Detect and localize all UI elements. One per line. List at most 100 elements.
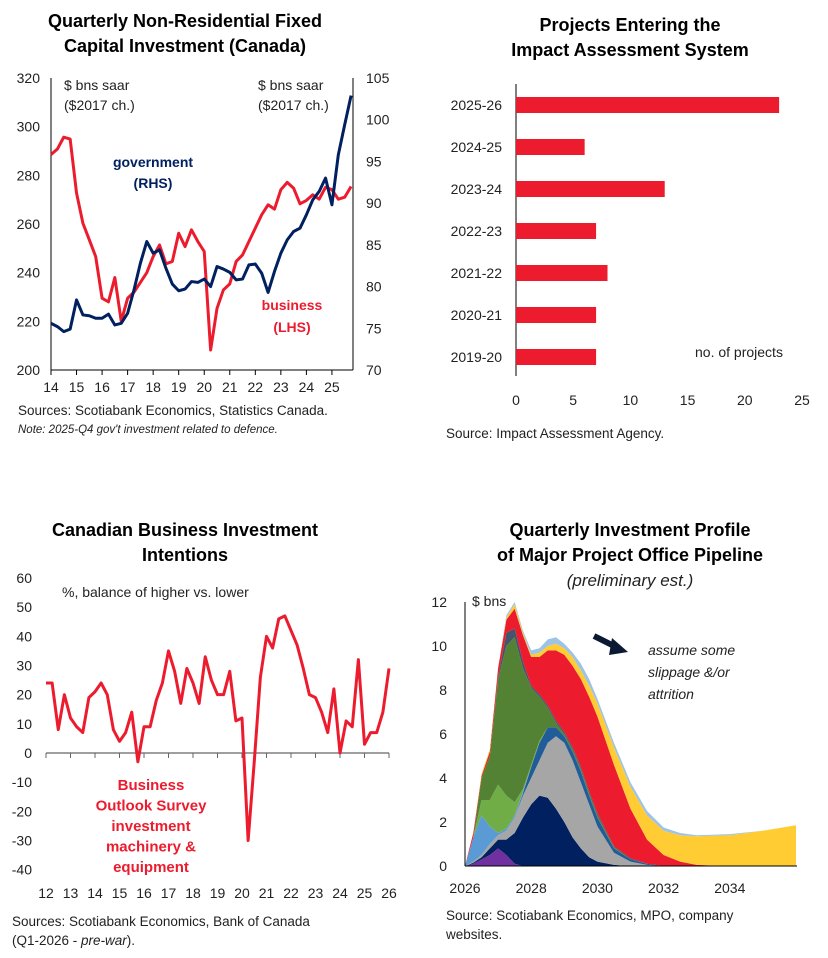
chart4-x-tick-label: 2026: [449, 880, 480, 896]
chart1-x-tick-label: 19: [171, 379, 187, 395]
chart4-y-tick-label: 8: [439, 682, 447, 698]
chart2-category-label: 2025-26: [451, 97, 503, 113]
chart1-legend-business: business: [262, 297, 323, 313]
chart2-source: Source: Impact Assessment Agency.: [446, 426, 665, 441]
chart2-category-label: 2024-25: [451, 139, 503, 155]
chart4-area-layer: [465, 795, 796, 866]
chart3-source: Sources: Scotiabank Economics, Bank of C…: [12, 912, 310, 950]
chart2-bar: [516, 181, 665, 197]
chart1-left-tick-label: 200: [17, 362, 41, 378]
chart2-x-tick-label: 0: [512, 392, 520, 408]
chart2-x-tick-label: 5: [569, 392, 577, 408]
chart3-y-tick-label: 40: [16, 628, 32, 644]
chart1-x-tick-label: 17: [120, 379, 136, 395]
source-part: ).: [126, 933, 136, 948]
chart1-title-line2: Capital Investment (Canada): [63, 36, 307, 56]
chart3-y-tick-label: -20: [12, 803, 32, 819]
chart1-series-business-line: [50, 135, 353, 352]
chart3-y-tick-label: -40: [12, 862, 32, 878]
arrow-head-icon: [609, 638, 628, 655]
chart4-title-line1: Quarterly Investment Profile: [509, 520, 751, 540]
chart2-category-label: 2020-21: [451, 307, 503, 323]
chart1-left-tick-label: 220: [17, 313, 41, 329]
chart3-title-line2: Intentions: [142, 545, 228, 565]
chart1-x-tick-label: 20: [196, 379, 212, 395]
chart4-title: Quarterly Investment Profile of Major Pr…: [430, 518, 828, 568]
chart1-x-tick-label: 18: [145, 379, 161, 395]
chart4-y-tick-label: 4: [439, 770, 447, 786]
chart2-x-tick-label: 15: [680, 392, 696, 408]
chart4-annotation: attrition: [648, 686, 694, 702]
chart3-x-tick-label: 22: [283, 885, 299, 901]
chart3-y-tick-label: 10: [16, 716, 32, 732]
chart1-left-axis-label: $ bns saar: [64, 77, 130, 93]
chart4-y-tick-label: 2: [439, 814, 447, 830]
chart4-x-tick-label: 2028: [516, 880, 547, 896]
chart1-right-tick-label: 90: [366, 195, 382, 211]
chart3-source-line1: Sources: Scotiabank Economics, Bank of C…: [12, 914, 310, 929]
chart3-x-tick-label: 21: [259, 885, 275, 901]
chart3-title-line1: Canadian Business Investment: [51, 520, 319, 540]
chart3-series-label: investment: [111, 818, 190, 835]
chart4-x-tick-label: 2034: [714, 880, 745, 896]
chart3-y-tick-label: 60: [16, 570, 32, 586]
chart3-x-tick-label: 18: [185, 885, 201, 901]
chart1-left-axis-label: ($2017 ch.): [64, 97, 135, 113]
chart2-title: Projects Entering the Impact Assessment …: [440, 13, 820, 63]
chart2-bar: [516, 97, 780, 113]
chart3-x-tick-label: 14: [87, 885, 103, 901]
chart3-y-tick-label: 0: [24, 745, 32, 761]
chart4-x-tick-label: 2032: [648, 880, 679, 896]
chart2-bar: [516, 265, 608, 281]
chart2-x-tick-label: 20: [737, 392, 753, 408]
chart3-x-tick-label: 19: [210, 885, 226, 901]
chart1-series-government-line: [50, 95, 353, 334]
chart1-right-tick-label: 70: [366, 362, 382, 378]
chart4-annotation: slippage &/or: [648, 664, 731, 680]
chart4-subtitle: (preliminary est.): [566, 571, 694, 590]
chart4-y-axis-label: $ bns: [472, 593, 506, 609]
chart2-title-line1: Projects Entering the: [539, 15, 721, 35]
chart1-legend-government-axis: (RHS): [134, 175, 173, 191]
chart4-annotation: assume some: [648, 642, 735, 658]
chart1-legend-government: government: [113, 154, 193, 170]
chart3-y-tick-label: 50: [16, 599, 32, 615]
chart1-x-tick-label: 22: [248, 379, 264, 395]
chart4-y-tick-label: 10: [431, 638, 447, 654]
chart1-left-tick-label: 260: [17, 216, 41, 232]
chart4-y-tick-label: 6: [439, 726, 447, 742]
chart4-area-layer: [465, 637, 796, 866]
chart2-category-label: 2023-24: [451, 181, 503, 197]
chart1-x-tick-label: 24: [299, 379, 315, 395]
chart2-bar: [516, 139, 585, 155]
chart1-x-tick-label: 23: [273, 379, 289, 395]
chart1-right-tick-label: 75: [366, 320, 382, 336]
chart1-left-tick-label: 280: [17, 167, 41, 183]
chart1-title: Quarterly Non-Residential Fixed Capital …: [0, 9, 370, 59]
chart3-x-tick-label: 26: [381, 885, 397, 901]
chart1-right-tick-label: 85: [366, 237, 382, 253]
chart1-source: Sources: Scotiabank Economics, Statistic…: [18, 403, 328, 418]
chart4-x-tick-label: 2030: [582, 880, 613, 896]
chart3-title: Canadian Business Investment Intentions: [0, 518, 370, 568]
chart3-series-label: machinery &: [106, 839, 196, 856]
chart3-x-tick-label: 16: [136, 885, 152, 901]
chart2-bar: [516, 349, 597, 365]
chart3-series-label: Business: [118, 777, 185, 794]
chart4-title-line2: of Major Project Office Pipeline: [496, 545, 764, 565]
source-part: (Q1-2026 -: [12, 933, 82, 948]
chart1-x-tick-label: 25: [324, 379, 340, 395]
chart4-source: Source: Scotiabank Economics, MPO, compa…: [446, 906, 733, 944]
chart1-legend-business-axis: (LHS): [273, 319, 310, 335]
chart3-x-tick-label: 23: [308, 885, 324, 901]
chart3-x-tick-label: 13: [63, 885, 79, 901]
chart2-x-tick-label: 10: [623, 392, 639, 408]
chart3-y-axis-label: %, balance of higher vs. lower: [62, 584, 249, 600]
chart3-x-tick-label: 24: [332, 885, 348, 901]
chart3-source-line2: (Q1-2026 - pre-war).: [12, 931, 310, 950]
chart4-source-line2: websites.: [446, 927, 503, 942]
chart2-x-tick-label: 25: [794, 392, 810, 408]
chart3-series-label: Outlook Survey: [96, 798, 208, 815]
